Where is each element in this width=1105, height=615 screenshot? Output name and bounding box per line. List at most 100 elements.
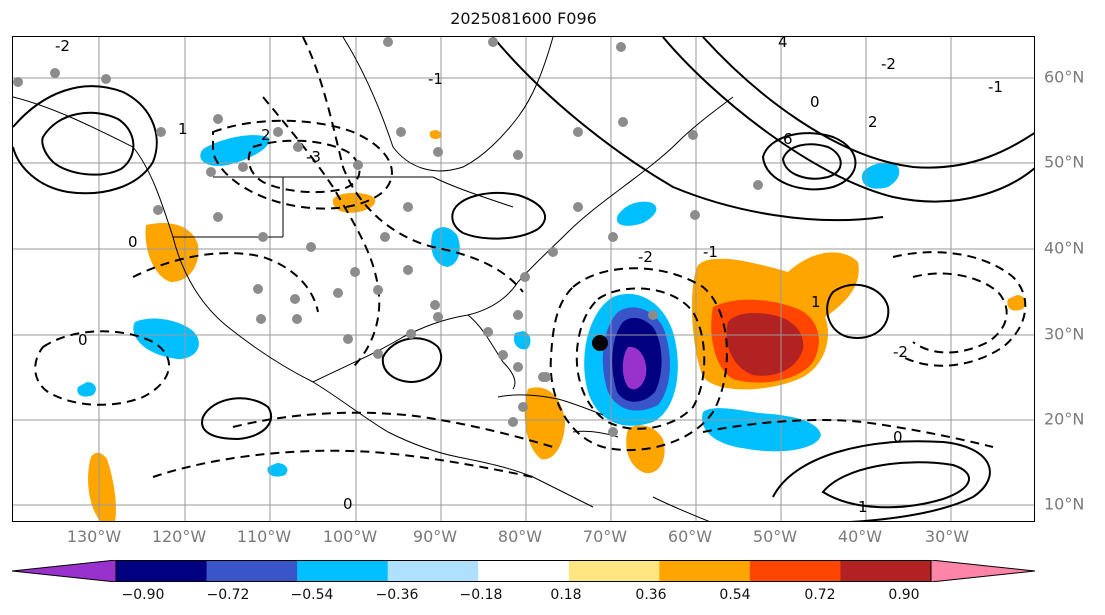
colorbar-frame xyxy=(115,560,932,582)
contour-label: 0 xyxy=(893,428,903,446)
lon-label: 40°W xyxy=(837,527,883,546)
contour-positive-south-atlantic xyxy=(772,440,991,521)
negative-anomaly-east-pacific xyxy=(133,318,199,359)
contour-label: 0 xyxy=(810,93,820,111)
positive-anomaly-plains xyxy=(332,192,376,213)
lon-label: 110°W xyxy=(236,527,292,546)
negative-anomaly-atlantic-min xyxy=(622,346,647,390)
contour-negative-east-atlantic-2 xyxy=(912,272,1008,354)
contour-positive-south-atlantic-2 xyxy=(821,461,970,509)
contour-label: 2 xyxy=(868,113,878,131)
colorbar xyxy=(12,560,1036,582)
contour-negative-tropics-2 xyxy=(232,411,554,448)
contour-label: 1 xyxy=(811,293,821,311)
contour-label: 1 xyxy=(178,120,188,138)
map-panel: -2 -1 0 1 2 -3 4 6 -2 -1 0 2 1 0 -1 -2 0… xyxy=(12,36,1035,522)
colorbar-segment xyxy=(206,560,298,582)
colorbar-extend-low xyxy=(12,560,117,582)
colorbar-extend-high xyxy=(930,560,1036,582)
colorbar-tick: −0.36 xyxy=(375,587,419,603)
positive-anomaly-atlantic-core xyxy=(726,313,804,376)
colorbar-segment xyxy=(568,560,660,582)
contour-negative-pacific xyxy=(34,330,170,406)
contour-label: -1 xyxy=(988,78,1003,96)
lat-lon-grid xyxy=(13,37,1034,521)
lon-label: 80°W xyxy=(497,527,543,546)
colorbar-segment xyxy=(116,560,208,582)
contour-label: 1 xyxy=(858,498,868,516)
colorbar-segment xyxy=(387,560,479,582)
coastlines xyxy=(13,37,734,521)
lon-label: 120°W xyxy=(151,527,207,546)
contour-label: 0 xyxy=(78,331,88,349)
storm-center-marker xyxy=(592,335,608,351)
positive-anomaly-western-us xyxy=(145,223,199,282)
figure-title: 2025081600 F096 xyxy=(450,9,597,28)
lon-label: 30°W xyxy=(924,527,970,546)
contour-negative-canada-2 xyxy=(247,139,361,194)
contour-positive-alaska xyxy=(13,85,158,195)
contour-negative-trough-2 xyxy=(262,96,381,368)
colorbar-segment xyxy=(659,560,751,582)
contour-label: -3 xyxy=(306,148,321,166)
lon-label: 50°W xyxy=(752,527,798,546)
positive-anomaly-hudson xyxy=(429,130,442,140)
contour-positive-ne-atlantic xyxy=(662,37,1034,203)
contour-positive-gulf xyxy=(381,337,443,384)
colorbar-tick: −0.72 xyxy=(206,587,250,603)
negative-anomaly-central-pacific xyxy=(267,463,288,477)
lat-label: 20°N xyxy=(1044,409,1085,429)
contour-positive-gl xyxy=(451,191,546,240)
contour-lines xyxy=(13,37,1034,521)
contour-negative-subtrop xyxy=(702,419,994,448)
negative-anomaly-canada xyxy=(200,135,270,166)
colorbar-tick: 0.18 xyxy=(550,587,582,603)
lat-label: 30°N xyxy=(1044,324,1085,344)
contour-negative-canada xyxy=(212,119,393,210)
contour-label: -2 xyxy=(638,248,653,266)
negative-anomaly-newfoundland xyxy=(616,201,657,226)
positive-anomaly-pacific xyxy=(88,452,116,521)
contour-label: -2 xyxy=(55,37,70,55)
contour-label: 4 xyxy=(778,37,788,51)
contour-negative-west xyxy=(132,252,319,313)
map-canvas: -2 -1 0 1 2 -3 4 6 -2 -1 0 2 1 0 -1 -2 0… xyxy=(13,37,1034,521)
contour-label: -1 xyxy=(703,243,718,261)
contour-negative-atlantic-low xyxy=(549,267,728,451)
contour-label: 0 xyxy=(343,495,353,513)
contour-positive-ne-atlantic-2 xyxy=(702,37,1034,169)
lat-label: 60°N xyxy=(1044,67,1085,87)
lat-label: 40°N xyxy=(1044,238,1085,258)
positive-anomaly-east-atlantic xyxy=(1007,295,1026,311)
contour-negative-tropics xyxy=(152,449,534,478)
colorbar-segment xyxy=(840,560,932,582)
lon-label: 130°W xyxy=(66,527,122,546)
colorbar-tick: −0.18 xyxy=(459,587,503,603)
negative-anomaly-subtropical-atlantic xyxy=(702,408,821,452)
colorbar-segment xyxy=(749,560,841,582)
positive-anomaly-caribbean xyxy=(524,387,565,460)
colorbar-tick: 0.36 xyxy=(635,587,667,603)
colorbar-tick: −0.90 xyxy=(121,587,165,603)
contour-negative-east-atlantic xyxy=(892,251,1027,367)
contour-positive-east xyxy=(826,283,890,339)
contour-negative-trough xyxy=(302,37,524,293)
lon-label: 90°W xyxy=(412,527,458,546)
lon-label: 70°W xyxy=(582,527,628,546)
colorbar-tick: 0.72 xyxy=(804,587,836,603)
contour-label: -2 xyxy=(881,55,896,73)
lon-label: 60°W xyxy=(667,527,713,546)
negative-anomaly-hawaii-west xyxy=(77,382,96,397)
negative-anomaly-great-lakes xyxy=(431,227,460,267)
contour-label: 6 xyxy=(783,130,793,148)
contour-label: -1 xyxy=(428,70,443,88)
colorbar-tick: 0.54 xyxy=(719,587,751,603)
contour-positive-high xyxy=(761,132,857,191)
contour-label: 2 xyxy=(261,126,271,144)
contour-positive-ne-atlantic-3 xyxy=(492,37,884,222)
negative-anomaly-gulf xyxy=(513,331,531,350)
contour-positive-high-2 xyxy=(781,143,842,180)
negative-anomaly-northeast-atlantic xyxy=(861,162,900,189)
contour-positive-alaska-2 xyxy=(41,111,135,176)
station-dots xyxy=(13,37,763,437)
